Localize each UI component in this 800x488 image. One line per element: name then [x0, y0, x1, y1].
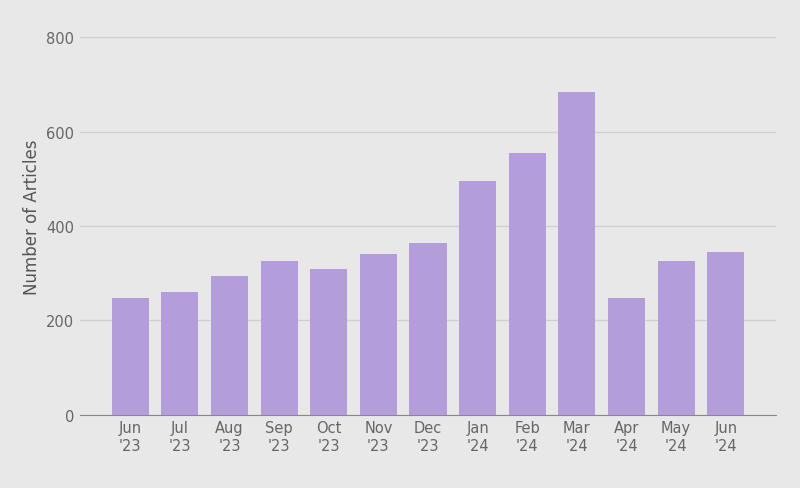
Bar	[558, 92, 595, 415]
Bar	[162, 292, 198, 415]
Bar	[459, 182, 496, 415]
Bar	[658, 262, 694, 415]
Bar	[261, 262, 298, 415]
Bar	[608, 298, 645, 415]
Bar	[211, 276, 248, 415]
Bar	[509, 154, 546, 415]
Bar	[707, 252, 744, 415]
Y-axis label: Number of Articles: Number of Articles	[22, 140, 41, 295]
Bar	[360, 255, 397, 415]
Bar	[410, 243, 446, 415]
Bar	[310, 270, 347, 415]
Bar	[112, 298, 149, 415]
